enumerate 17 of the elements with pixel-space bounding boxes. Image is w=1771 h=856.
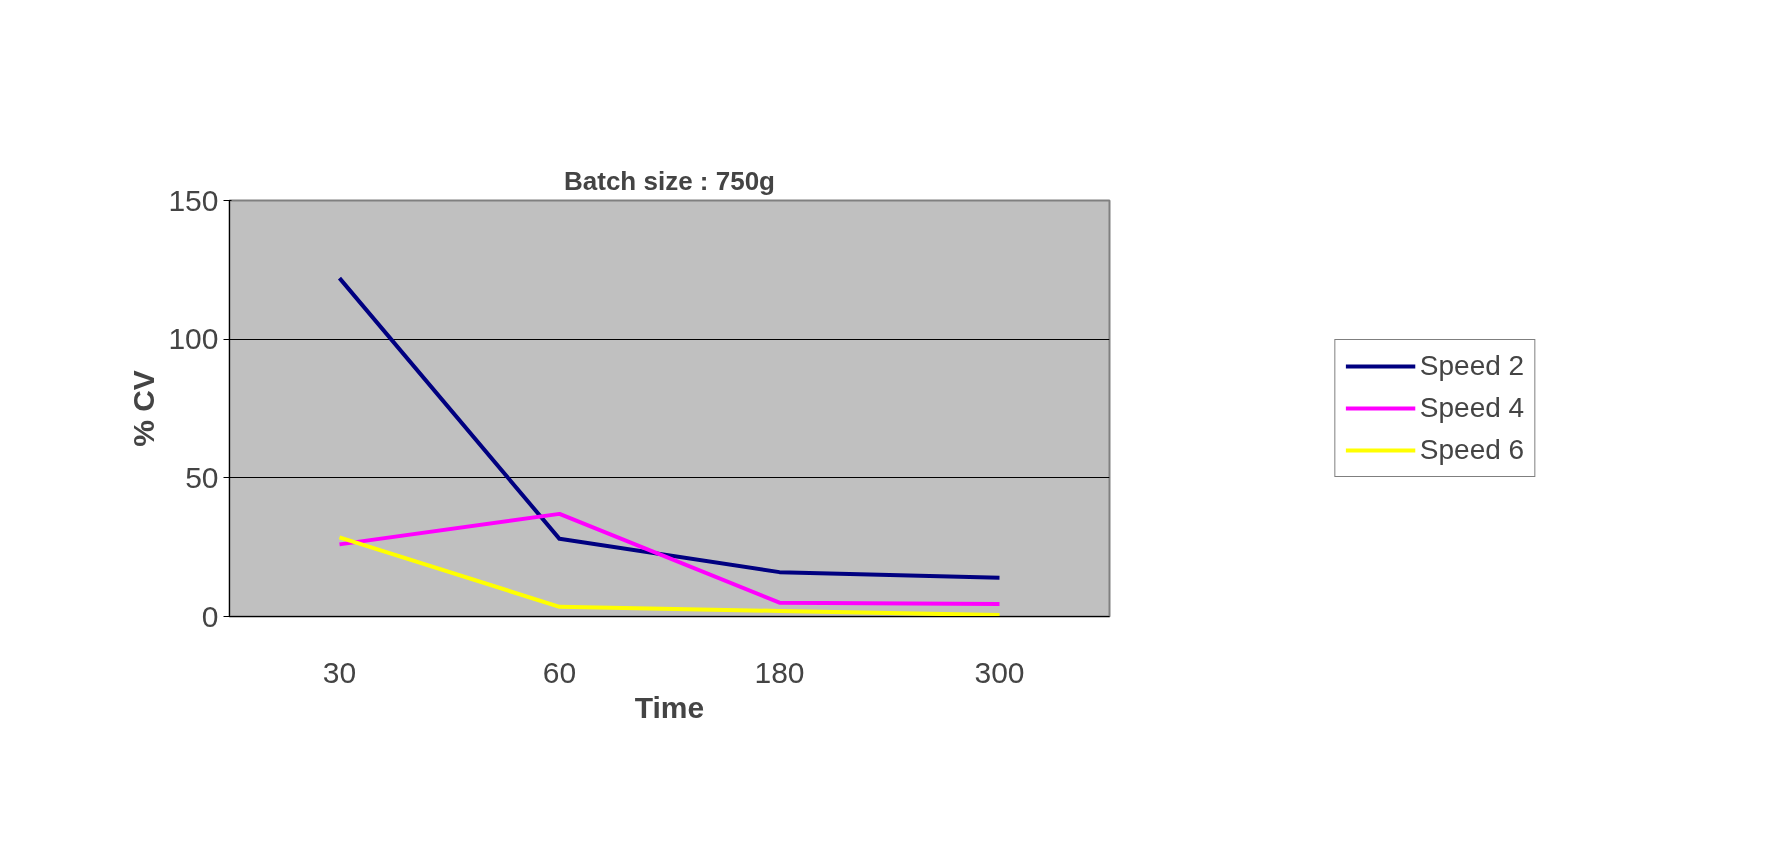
y-axis-title: % CV xyxy=(127,370,161,447)
x-tick-label: 30 xyxy=(322,655,357,689)
chart-title: Batch size : 750g xyxy=(564,165,775,196)
x-axis-title: Time xyxy=(634,690,705,724)
line-series xyxy=(337,535,1002,617)
x-tick-label: 180 xyxy=(754,655,805,689)
y-tick-label: 0 xyxy=(201,599,219,633)
legend-label: Speed 2 xyxy=(1419,350,1525,382)
y-tick-label: 50 xyxy=(185,460,219,494)
legend-label: Speed 4 xyxy=(1419,392,1525,424)
y-tick-label: 150 xyxy=(168,183,219,217)
x-tick-label: 300 xyxy=(974,655,1025,689)
line-series xyxy=(337,511,1002,607)
x-tick-label: 60 xyxy=(542,655,577,689)
y-tick-label: 100 xyxy=(168,322,219,356)
legend-label: Speed 6 xyxy=(1419,434,1525,466)
line-series xyxy=(337,276,1002,580)
